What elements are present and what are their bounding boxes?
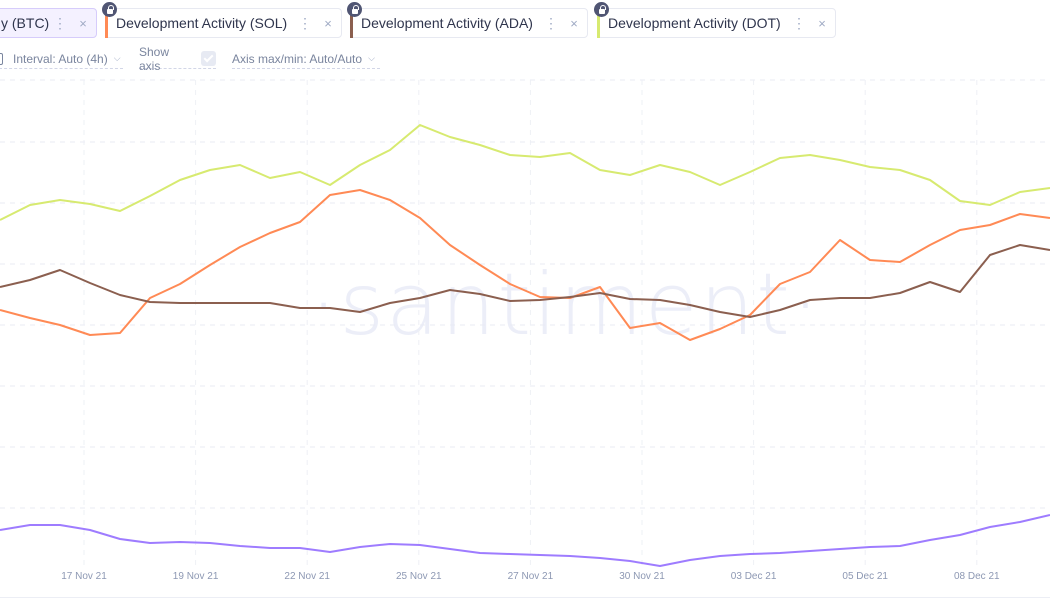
lock-icon [594, 2, 609, 17]
metric-chip-sol[interactable]: Development Activity (SOL) ⋮ × [102, 2, 342, 38]
metric-label: y (BTC) [1, 15, 50, 31]
divider [0, 597, 1050, 598]
show-axis-checkbox[interactable] [201, 51, 216, 66]
metric-chip-ada[interactable]: Development Activity (ADA) ⋮ × [347, 2, 588, 38]
x-tick-label: 25 Nov 21 [396, 571, 442, 582]
series-color-bar [597, 15, 600, 38]
interval-select[interactable]: Interval: Auto (4h) ⌵ [0, 49, 123, 69]
x-tick-label: 17 Nov 21 [61, 571, 107, 582]
more-menu-icon[interactable]: ⋮ [53, 14, 67, 31]
close-icon[interactable]: × [570, 15, 578, 31]
metric-label: Development Activity (DOT) [608, 15, 781, 31]
series-color-bar [350, 15, 353, 38]
lock-icon [102, 2, 117, 17]
series-line [0, 244, 1050, 318]
interval-label: Interval: Auto (4h) [13, 51, 108, 66]
x-tick-label: 03 Dec 21 [730, 571, 777, 582]
more-menu-icon[interactable]: ⋮ [792, 14, 806, 31]
axis-maxmin-label: Axis max/min: Auto/Auto [232, 51, 363, 66]
metric-label: Development Activity (ADA) [361, 15, 533, 31]
metric-chip-btc[interactable]: y (BTC) ⋮ × [0, 8, 97, 38]
close-icon[interactable]: × [324, 15, 332, 31]
x-tick-label: 30 Nov 21 [619, 571, 665, 582]
series-line [0, 514, 1050, 567]
calendar-icon [0, 52, 3, 65]
series-line [0, 189, 1050, 341]
axis-maxmin-select[interactable]: Axis max/min: Auto/Auto ⌵ [232, 49, 380, 69]
chevron-down-icon: ⌵ [113, 53, 121, 63]
x-tick-label: 05 Dec 21 [842, 571, 888, 582]
close-icon[interactable]: × [79, 15, 87, 31]
x-tick-label: 08 Dec 21 [954, 571, 1000, 582]
more-menu-icon[interactable]: ⋮ [298, 14, 312, 31]
chevron-down-icon: ⌵ [368, 53, 375, 63]
metric-chip-dot[interactable]: Development Activity (DOT) ⋮ × [594, 2, 836, 38]
lock-icon [347, 2, 362, 17]
show-axis-toggle[interactable]: Show axis [139, 45, 216, 73]
show-axis-label: Show axis [139, 44, 170, 73]
x-tick-label: 27 Nov 21 [507, 571, 554, 582]
more-menu-icon[interactable]: ⋮ [544, 14, 558, 31]
close-icon[interactable]: × [818, 15, 826, 31]
series-color-bar [105, 15, 108, 38]
x-tick-label: 19 Nov 21 [172, 571, 219, 582]
metric-label: Development Activity (SOL) [116, 15, 288, 31]
x-tick-label: 22 Nov 21 [284, 571, 330, 582]
series-line [0, 124, 1050, 221]
santiment-watermark: ·santiment· [310, 255, 822, 355]
